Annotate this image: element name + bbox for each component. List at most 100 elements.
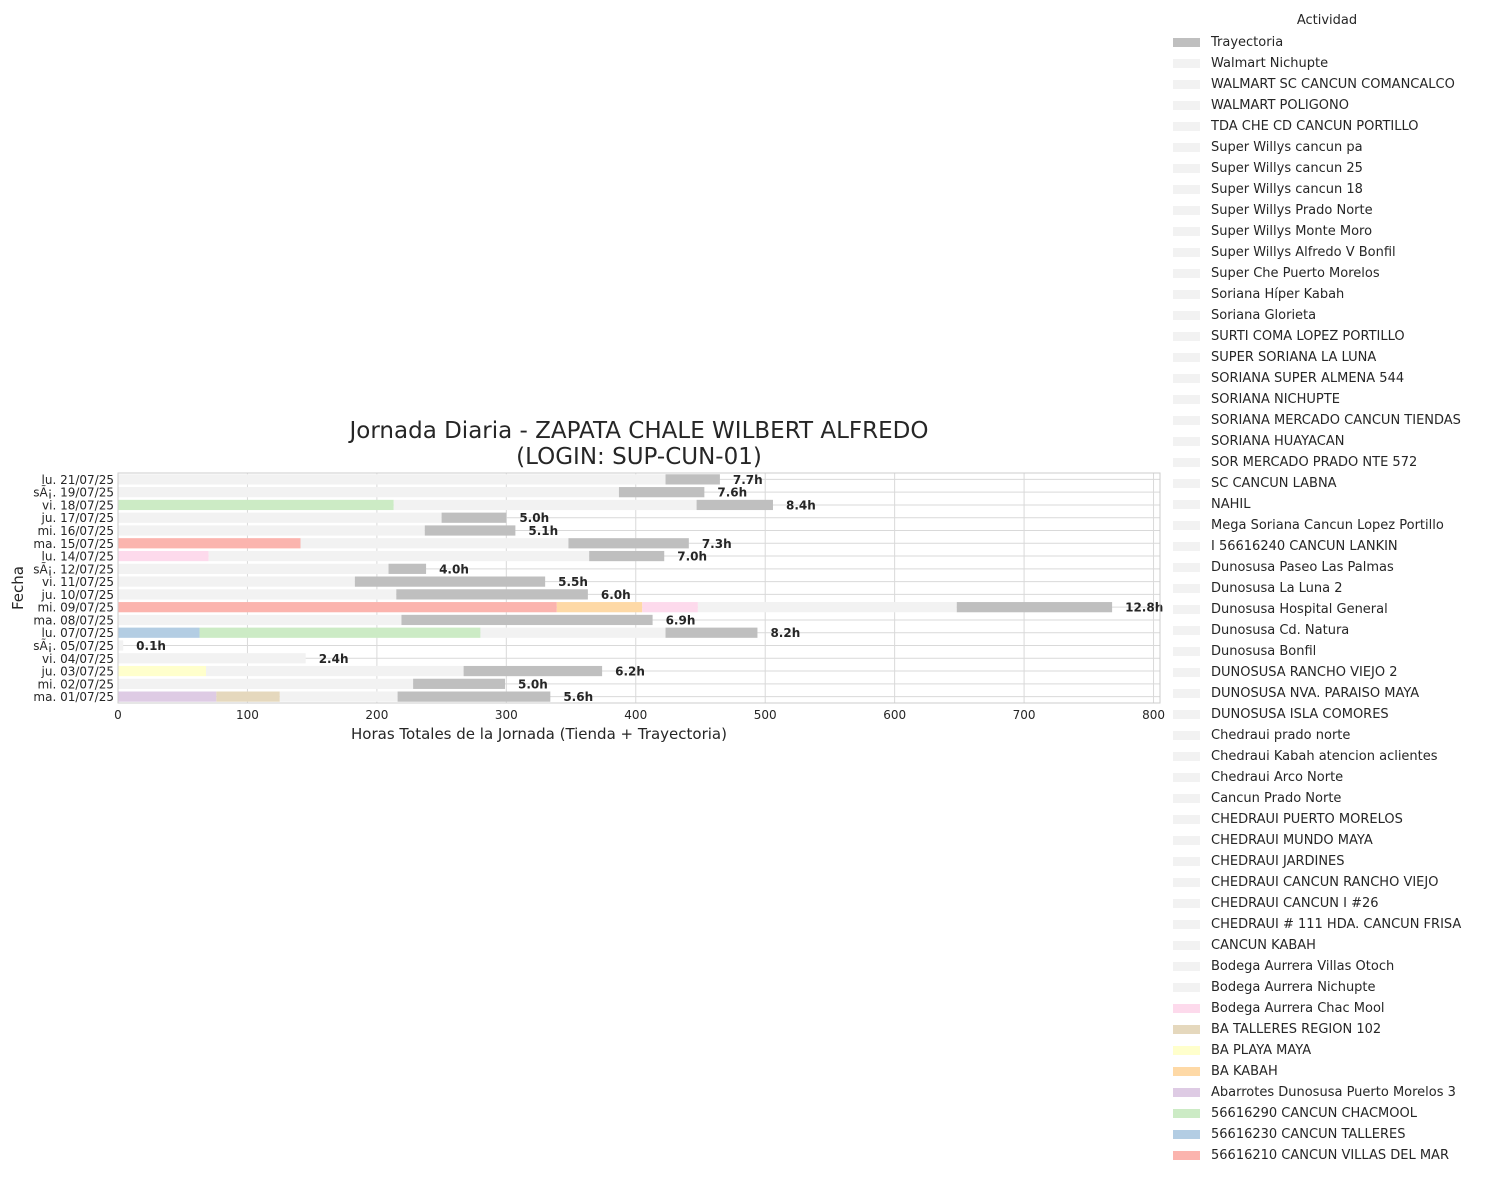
legend-item: Cancun Prado Norte [1168,788,1486,809]
legend-swatch [1173,416,1200,425]
legend-label: SUPER SORIANA LA LUNA [1211,350,1377,365]
legend-item: DUNOSUSA RANCHO VIEJO 2 [1168,662,1486,683]
legend-swatch [1173,605,1200,614]
legend-label: WALMART POLIGONO [1211,98,1349,113]
bar-segment [665,474,720,485]
bar-row [118,627,758,638]
legend-label: BA TALLERES REGION 102 [1211,1022,1382,1037]
legend-swatch [1173,206,1200,215]
bar-total-label: 5.1h [528,524,558,538]
bar-segment [642,602,698,613]
legend-swatch [1173,227,1200,236]
bar-row [118,576,546,587]
legend-item: Super Willys Prado Norte [1168,200,1486,221]
legend-swatch [1173,353,1200,362]
bar-total-label: 7.6h [717,486,747,500]
bar-total-label: 6.9h [666,613,696,627]
legend-swatch [1173,689,1200,698]
legend-label: 56616290 CANCUN CHACMOOL [1211,1106,1417,1121]
legend-swatch [1173,164,1200,173]
y-tick-label: ma. 15/07/25 [33,537,114,551]
plot-frame [117,472,1161,704]
legend-label: Super Willys Alfredo V Bonfil [1211,245,1396,260]
legend-swatch [1173,437,1200,446]
legend-item: BA TALLERES REGION 102 [1168,1019,1486,1040]
bar-row [118,538,689,549]
legend-swatch [1173,185,1200,194]
legend-swatch [1173,836,1200,845]
bar-segment [441,512,507,523]
bar-row [118,499,773,511]
legend-swatch [1173,1025,1200,1034]
bar-segment [118,653,306,664]
legend-swatch [1173,878,1200,887]
legend-swatch [1173,773,1200,782]
legend-item: Soriana Glorieta [1168,305,1486,326]
legend-label: SORIANA NICHUPTE [1211,392,1340,407]
bar-segment [618,487,705,498]
x-tick-label: 100 [236,708,259,722]
legend-swatch [1173,101,1200,110]
bar-total-label: 0.1h [136,639,166,653]
x-tick-label: 200 [365,708,388,722]
bar-row [118,563,427,574]
bar-row [118,474,720,485]
legend-swatch [1173,1004,1200,1013]
bar-total-label: 7.0h [677,550,707,564]
bar-segment [199,627,481,638]
y-tick-label: ma. 08/07/25 [33,613,114,627]
bar-segment [118,678,414,689]
bar-segment [216,691,280,702]
legend-swatch [1173,752,1200,761]
y-tick-label: mi. 02/07/25 [37,677,114,691]
legend-item: SORIANA MERCADO CANCUN TIENDAS [1168,410,1486,431]
legend-label: SC CANCUN LABNA [1211,476,1337,491]
legend-item: NAHIL [1168,494,1486,515]
legend-item: Bodega Aurrera Nichupte [1168,977,1486,998]
legend-label: SORIANA SUPER ALMENA 544 [1211,371,1405,386]
legend-swatch [1173,542,1200,551]
legend-item: Super Che Puerto Morelos [1168,263,1486,284]
bar-row [118,487,705,498]
legend-item: BA KABAH [1168,1061,1486,1082]
bar-segment [118,512,442,523]
legend-label: Chedraui Kabah atencion aclientes [1211,749,1438,764]
bar-row [118,525,516,536]
bar-total-label: 12.8h [1125,601,1163,615]
legend-item: CHEDRAUI PUERTO MORELOS [1168,809,1486,830]
legend-swatch [1173,983,1200,992]
legend-swatch [1173,122,1200,131]
legend-swatch [1173,290,1200,299]
plot-area [118,473,1160,703]
legend-swatch [1173,458,1200,467]
y-tick-label: vi. 11/07/25 [42,575,114,589]
legend-item: I 56616240 CANCUN LANKIN [1168,536,1486,557]
bar-segment [300,538,569,549]
legend-swatch [1173,269,1200,278]
legend-label: Soriana Glorieta [1211,308,1317,323]
x-tick-label: 600 [883,708,906,722]
legend-item: SUPER SORIANA LA LUNA [1168,347,1486,368]
bar-segment [279,691,398,702]
legend-label: BA KABAH [1211,1064,1278,1079]
legend-item: Trayectoria [1168,32,1486,53]
legend-item: CHEDRAUI JARDINES [1168,851,1486,872]
legend-label: TDA CHE CD CANCUN PORTILLO [1211,119,1419,134]
legend-item: Dunosusa Bonfil [1168,641,1486,662]
legend-item: Abarrotes Dunosusa Puerto Morelos 3 [1168,1082,1486,1103]
bar-segment [568,538,689,549]
legend-item: CHEDRAUI CANCUN I #26 [1168,893,1486,914]
legend-item: SORIANA SUPER ALMENA 544 [1168,368,1486,389]
legend-label: DUNOSUSA NVA. PARAISO MAYA [1211,686,1420,701]
legend-label: CHEDRAUI CANCUN I #26 [1211,896,1379,911]
legend-label: DUNOSUSA ISLA COMORES [1211,707,1389,722]
legend-label: Dunosusa Hospital General [1211,602,1388,617]
legend-swatch [1173,794,1200,803]
legend-item: CHEDRAUI # 111 HDA. CANCUN FRISA [1168,914,1486,935]
legend-item: Walmart Nichupte [1168,53,1486,74]
y-tick-label: lu. 14/07/25 [42,550,114,564]
legend-item: CHEDRAUI MUNDO MAYA [1168,830,1486,851]
legend-label: Walmart Nichupte [1211,56,1329,71]
bar-row [118,665,603,677]
bar-segment [665,627,758,638]
